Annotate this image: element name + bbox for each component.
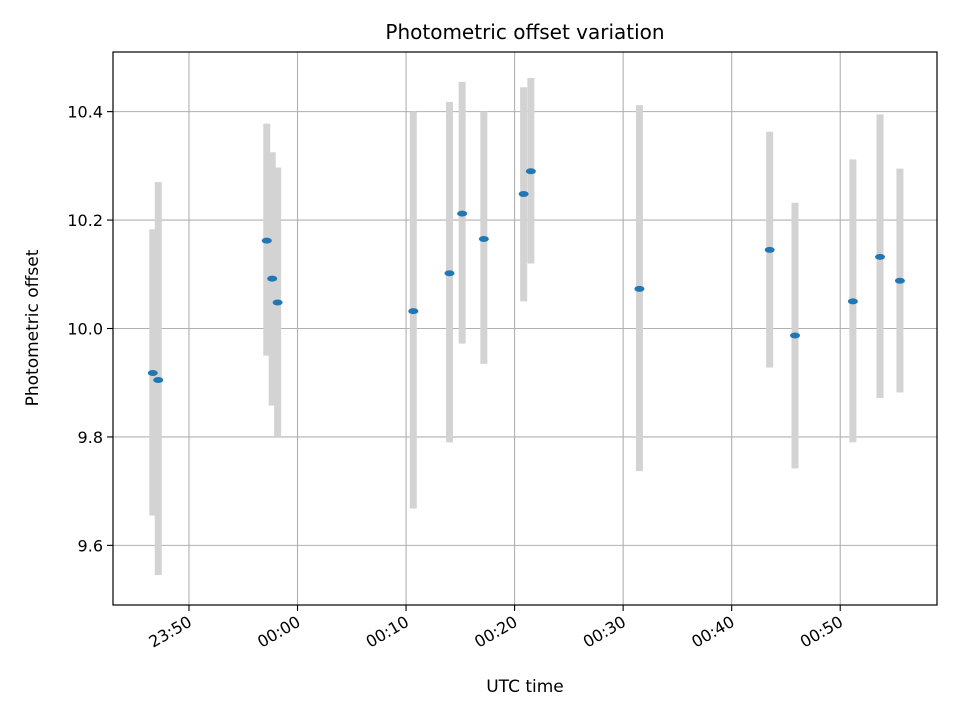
x-axis: 23:50 00:00 00:10 00:20 00:30 00:40 00:50: [146, 605, 846, 652]
data-points: [147, 168, 905, 384]
data-point: [847, 298, 858, 305]
y-tick-label: 10.0: [67, 320, 103, 339]
y-tick-label: 9.6: [78, 536, 103, 555]
chart-title: Photometric offset variation: [385, 20, 664, 44]
x-tick-label: 00:40: [688, 612, 737, 652]
x-tick-label: 23:50: [146, 612, 195, 652]
x-tick-label: 00:20: [471, 612, 520, 652]
y-axis-title: Photometric offset: [23, 249, 43, 406]
y-tick-label: 10.2: [67, 211, 103, 230]
y-tick-label: 9.8: [78, 428, 103, 447]
data-point: [408, 308, 419, 315]
data-point: [261, 237, 272, 244]
x-tick-label: 00:50: [797, 612, 846, 652]
data-point: [525, 168, 536, 175]
y-axis: 9.6 9.8 10.0 10.2 10.4: [67, 103, 113, 555]
y-tick-label: 10.4: [67, 103, 103, 122]
grid-lines: [113, 52, 937, 605]
data-point: [457, 210, 468, 217]
data-point: [267, 275, 278, 282]
data-point: [875, 253, 886, 260]
data-point: [894, 277, 905, 284]
data-point: [764, 246, 775, 253]
x-tick-label: 00:10: [363, 612, 412, 652]
data-point: [518, 191, 529, 198]
data-point: [147, 369, 158, 376]
data-point: [789, 332, 800, 339]
x-tick-label: 00:30: [580, 612, 629, 652]
data-point: [634, 285, 645, 292]
data-point: [272, 299, 283, 306]
error-bars: [149, 78, 904, 576]
data-point: [478, 236, 489, 243]
data-point: [153, 377, 164, 384]
data-point: [444, 270, 455, 277]
x-tick-label: 00:00: [254, 612, 303, 652]
x-axis-title: UTC time: [486, 677, 564, 697]
